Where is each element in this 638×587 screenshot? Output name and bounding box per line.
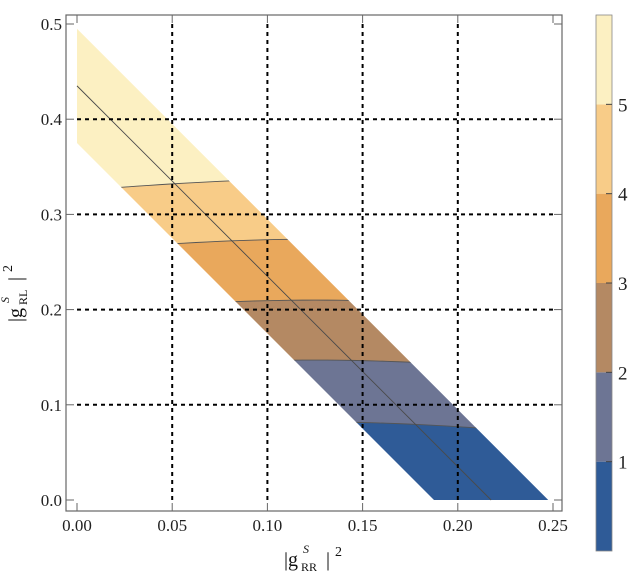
y-axis-label-close: |	[5, 277, 27, 281]
colorbar-label: 5	[618, 95, 628, 116]
x-axis-label-sup: S	[303, 542, 309, 556]
x-tick-label: 0.10	[253, 516, 283, 535]
colorbar-label: 3	[618, 274, 628, 295]
colorbar-segment	[596, 372, 612, 462]
y-tick-label: 0.0	[41, 491, 62, 510]
colorbar-segment	[596, 104, 612, 194]
y-axis-label-sup: S	[0, 297, 12, 303]
x-axis-label: |g S RR | 2	[284, 542, 342, 574]
colorbar-label: 2	[618, 363, 628, 384]
y-tick-label: 0.1	[41, 396, 62, 415]
colorbar-segment	[596, 193, 612, 283]
x-tick-label: 0.20	[443, 516, 473, 535]
colorbar-segment	[596, 283, 612, 373]
colorbar-label: 4	[618, 185, 628, 206]
y-tick-label: 0.4	[41, 110, 63, 129]
plot-frame	[65, 14, 563, 512]
x-tick-label: 0.15	[348, 516, 378, 535]
colorbar-segment	[596, 461, 612, 551]
x-axis-ticks: 0.00 0.05 0.10 0.15 0.20 0.25	[62, 15, 568, 535]
y-tick-label: 0.5	[41, 15, 62, 34]
x-axis-label-close: |	[326, 549, 330, 571]
x-tick-label: 0.00	[62, 516, 92, 535]
colorbar-segment	[596, 15, 612, 105]
x-axis-label-sub: RR	[301, 560, 317, 574]
y-axis-label-power: 2	[1, 265, 16, 272]
center-line	[76, 85, 492, 501]
y-axis-ticks: 0.0 0.1 0.2 0.3 0.4 0.5	[41, 15, 562, 510]
y-axis-label: |g S RL | 2	[0, 265, 30, 322]
x-tick-label: 0.05	[157, 516, 187, 535]
colorbar-label: 1	[618, 453, 628, 474]
y-tick-label: 0.3	[41, 205, 62, 224]
y-axis-label-sub: RL	[16, 290, 30, 305]
x-axis-label-power: 2	[335, 545, 342, 560]
y-axis-label-main: |g	[5, 308, 27, 322]
colorbar: 1 2 3 4 5	[595, 14, 628, 552]
y-tick-label: 0.2	[41, 301, 62, 320]
x-tick-label: 0.25	[538, 516, 568, 535]
x-axis-label-main: |g	[284, 549, 298, 571]
